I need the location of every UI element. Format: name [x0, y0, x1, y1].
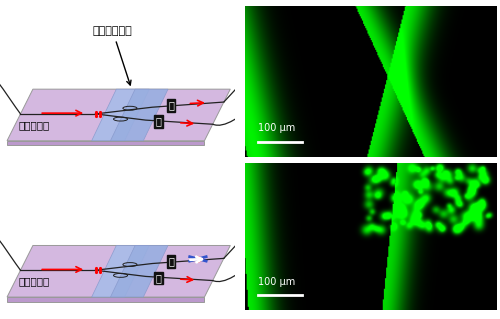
Polygon shape — [110, 246, 168, 297]
Text: ガラス基板: ガラス基板 — [19, 277, 50, 286]
Polygon shape — [92, 89, 149, 141]
Text: 100 μm: 100 μm — [258, 123, 296, 133]
Text: 閉: 閉 — [156, 117, 162, 127]
Polygon shape — [7, 297, 204, 302]
Polygon shape — [92, 246, 149, 297]
Text: 閉: 閉 — [168, 256, 174, 266]
Polygon shape — [110, 89, 168, 141]
Text: 超薄板ガラス: 超薄板ガラス — [93, 26, 132, 85]
Polygon shape — [7, 246, 230, 297]
Text: 閉: 閉 — [156, 273, 162, 283]
Polygon shape — [7, 141, 204, 145]
Text: ガラス基板: ガラス基板 — [19, 120, 50, 130]
Text: 100 μm: 100 μm — [258, 277, 296, 287]
Text: 閉: 閉 — [168, 100, 174, 110]
Polygon shape — [7, 89, 230, 141]
